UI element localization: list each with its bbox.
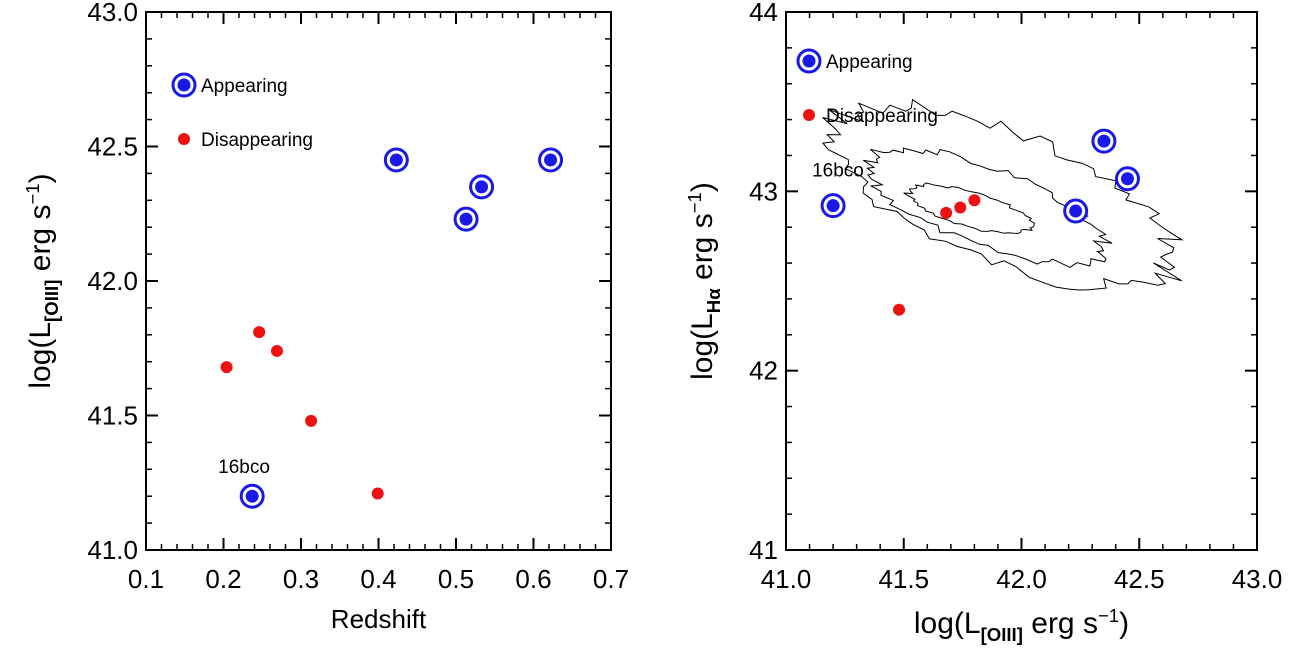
disappearing-point <box>968 194 981 207</box>
y-tick-label: 41 <box>749 535 778 565</box>
legend-appearing-marker <box>796 48 822 74</box>
appearing-point <box>820 193 846 219</box>
appearing-dot <box>245 489 259 503</box>
appearing-dot <box>177 78 191 92</box>
x-axis-title: Redshift <box>331 604 427 634</box>
x-tick-label: 0.5 <box>438 564 474 594</box>
disappearing-point <box>253 326 266 339</box>
legend-disappearing-label: Disappearing <box>201 130 313 151</box>
density-contour-1 <box>821 98 1184 291</box>
disappearing-point <box>270 344 283 357</box>
appearing-point <box>538 147 564 173</box>
disappearing-point <box>940 206 953 219</box>
y-tick-label: 43.0 <box>87 0 138 27</box>
appearing-dot <box>1120 172 1134 186</box>
density-contour-3 <box>903 182 1035 234</box>
halpha-panel: 41.0 41.5 42.0 42.5 43.0 41 42 43 44 log(L[OIII] … <box>684 0 1282 645</box>
x-tick-label: 42.0 <box>996 564 1047 594</box>
appearing-dot <box>475 180 489 194</box>
x-axis-title: log(L[OIII] erg s−1) <box>914 605 1129 645</box>
appearing-point <box>383 147 409 173</box>
x-tick-label: 41.0 <box>761 564 812 594</box>
x-tick-label: 0.7 <box>593 564 629 594</box>
legend-disappearing-marker <box>178 133 190 145</box>
disappearing-point <box>305 414 318 427</box>
x-tick-label: 0.4 <box>360 564 396 594</box>
annotation-16bco: 16bco <box>812 161 864 182</box>
annotation-16bco: 16bco <box>218 457 270 478</box>
appearing-dot <box>1069 204 1083 218</box>
appearing-dot <box>544 153 558 167</box>
legend-appearing-marker <box>171 72 197 98</box>
y-tick-label: 41.5 <box>87 401 138 431</box>
y-axis-title: log(LHα erg s−1) <box>684 182 724 380</box>
y-tick-label: 42 <box>749 356 778 386</box>
y-tick-label: 41.0 <box>87 535 138 565</box>
disappearing-point <box>220 361 233 374</box>
x-tick-label: 0.1 <box>128 564 164 594</box>
appearing-point <box>1063 198 1089 224</box>
appearing-point <box>453 206 479 232</box>
y-tick-label: 44 <box>749 0 778 27</box>
legend-disappearing-marker <box>803 109 815 121</box>
appearing-dot <box>389 153 403 167</box>
appearing-point <box>1091 128 1117 154</box>
disappearing-point <box>893 303 906 316</box>
appearing-dot <box>459 212 473 226</box>
density-contour-2 <box>863 147 1113 268</box>
legend-appearing-label: Appearing <box>826 52 913 73</box>
x-tick-label: 41.5 <box>878 564 929 594</box>
y-tick-label: 43 <box>749 176 778 206</box>
y-axis-title: log(L[OIII] erg s−1) <box>22 173 62 388</box>
disappearing-point <box>371 487 384 500</box>
x-tick-label: 0.3 <box>283 564 319 594</box>
redshift-panel: 0.1 0.2 0.3 0.4 0.5 0.6 0.7 41.0 41.5 42.0 42.5 43.… <box>22 0 629 634</box>
plot-frame <box>785 11 1258 551</box>
legend-appearing-label: Appearing <box>201 76 288 97</box>
appearing-dot <box>802 54 816 68</box>
appearing-point <box>239 483 265 509</box>
legend-disappearing-label: Disappearing <box>826 106 938 127</box>
disappearing-point <box>954 201 967 214</box>
appearing-dot <box>1097 134 1111 148</box>
appearing-dot <box>826 199 840 213</box>
x-tick-label: 42.5 <box>1114 564 1165 594</box>
x-tick-label: 0.2 <box>205 564 241 594</box>
x-tick-label: 0.6 <box>515 564 551 594</box>
y-tick-label: 42.0 <box>87 266 138 296</box>
appearing-point <box>469 174 495 200</box>
x-tick-label: 43.0 <box>1232 564 1283 594</box>
y-tick-label: 42.5 <box>87 132 138 162</box>
appearing-point <box>1114 166 1140 192</box>
